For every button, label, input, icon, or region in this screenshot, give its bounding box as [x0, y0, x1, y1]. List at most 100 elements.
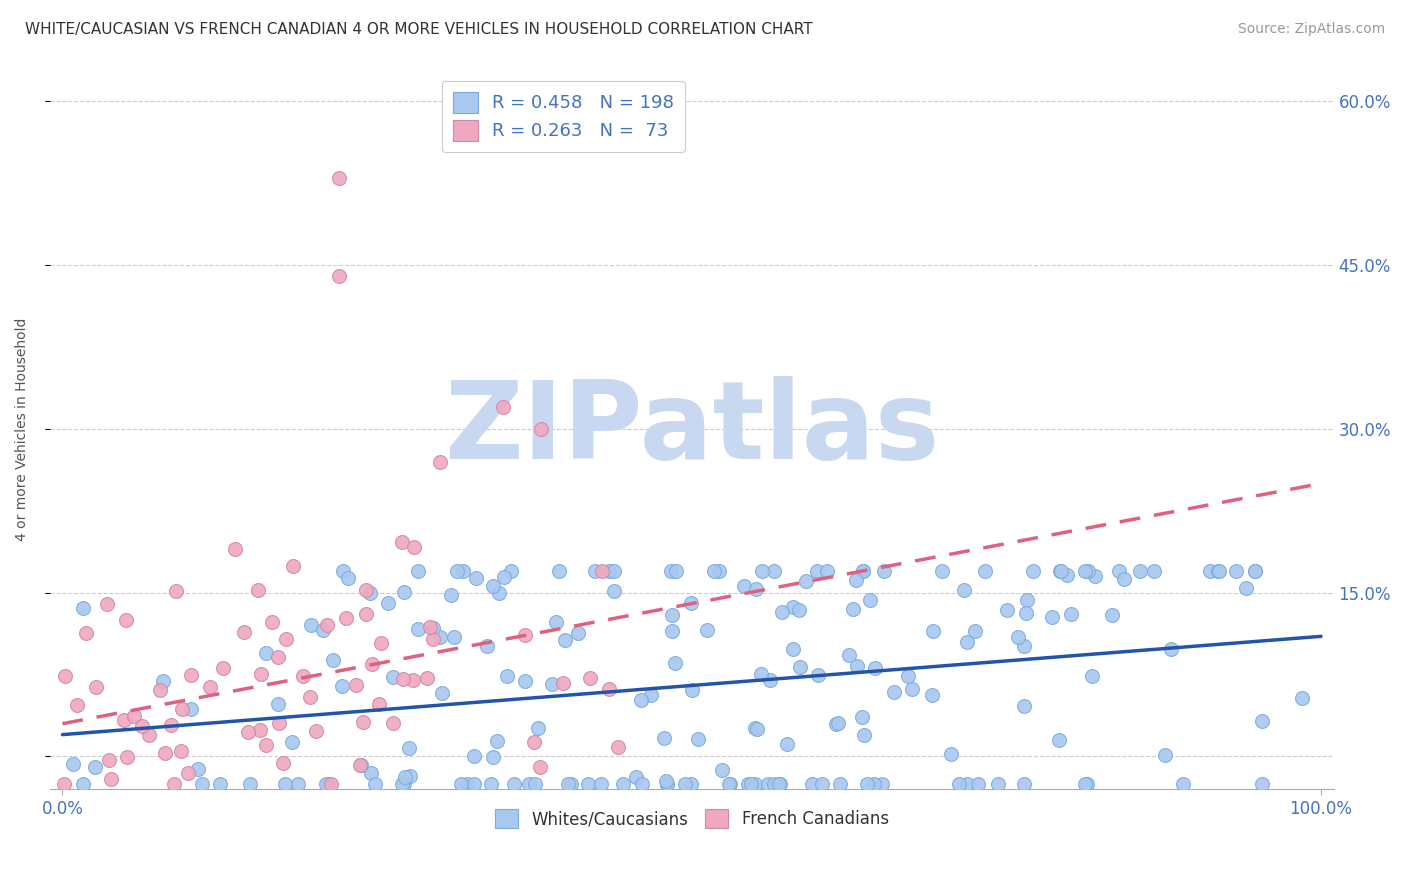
Point — [1234, 581, 1257, 595]
Point — [665, 564, 688, 578]
Point — [416, 671, 439, 685]
Point — [115, 749, 138, 764]
Point — [370, 636, 392, 650]
Point — [406, 622, 429, 636]
Point — [322, 653, 344, 667]
Point — [776, 737, 799, 751]
Point — [1077, 564, 1099, 578]
Point — [356, 607, 378, 621]
Point — [963, 624, 986, 638]
Point — [846, 659, 869, 673]
Point — [451, 564, 474, 578]
Point — [482, 579, 505, 593]
Point — [517, 777, 540, 791]
Point — [1114, 572, 1136, 586]
Text: Source: ZipAtlas.com: Source: ZipAtlas.com — [1237, 22, 1385, 37]
Point — [1012, 639, 1035, 653]
Point — [995, 602, 1018, 616]
Point — [152, 673, 174, 688]
Point — [607, 739, 630, 754]
Point — [897, 669, 920, 683]
Point — [247, 583, 270, 598]
Point — [1173, 777, 1195, 791]
Point — [1015, 607, 1038, 621]
Point — [554, 632, 576, 647]
Point — [751, 564, 773, 578]
Point — [630, 777, 652, 791]
Point — [544, 615, 567, 630]
Point — [579, 671, 602, 685]
Point — [768, 777, 790, 791]
Point — [655, 777, 678, 791]
Point — [782, 642, 804, 657]
Point — [686, 731, 709, 746]
Point — [112, 713, 135, 727]
Point — [187, 762, 209, 776]
Point — [299, 618, 322, 632]
Point — [1084, 569, 1107, 583]
Point — [163, 777, 186, 791]
Point — [863, 777, 886, 791]
Point — [602, 564, 624, 578]
Point — [1012, 777, 1035, 791]
Point — [800, 776, 823, 790]
Point — [523, 735, 546, 749]
Point — [138, 728, 160, 742]
Point — [315, 777, 337, 791]
Point — [131, 719, 153, 733]
Point — [224, 541, 246, 556]
Point — [710, 763, 733, 777]
Point — [332, 564, 354, 578]
Point — [354, 582, 377, 597]
Point — [759, 673, 782, 688]
Point — [328, 170, 350, 185]
Point — [745, 722, 768, 736]
Point — [825, 717, 848, 731]
Point — [744, 721, 766, 735]
Point — [655, 774, 678, 789]
Point — [624, 770, 647, 784]
Point — [155, 746, 177, 760]
Point — [560, 777, 582, 791]
Point — [464, 571, 486, 585]
Point — [745, 582, 768, 597]
Point — [1049, 564, 1071, 578]
Point — [266, 697, 288, 711]
Point — [276, 632, 298, 646]
Point — [443, 630, 465, 644]
Point — [703, 564, 725, 578]
Point — [789, 660, 811, 674]
Point — [377, 596, 399, 610]
Point — [292, 669, 315, 683]
Point — [75, 626, 97, 640]
Point — [177, 765, 200, 780]
Point — [422, 621, 444, 635]
Point — [394, 777, 416, 791]
Point — [1040, 609, 1063, 624]
Point — [828, 777, 851, 791]
Point — [446, 564, 468, 578]
Point — [352, 714, 374, 729]
Point — [482, 749, 505, 764]
Point — [661, 624, 683, 638]
Point — [316, 617, 339, 632]
Point — [249, 667, 271, 681]
Point — [477, 640, 499, 654]
Point — [281, 559, 304, 574]
Point — [212, 661, 235, 675]
Point — [402, 540, 425, 554]
Point — [249, 723, 271, 738]
Point — [463, 777, 485, 791]
Point — [209, 777, 232, 791]
Point — [1101, 607, 1123, 622]
Point — [987, 777, 1010, 791]
Point — [707, 564, 730, 578]
Point — [486, 734, 509, 748]
Point — [1143, 564, 1166, 578]
Point — [494, 570, 516, 584]
Point — [807, 668, 830, 682]
Point — [450, 777, 472, 791]
Point — [1244, 564, 1267, 578]
Point — [456, 777, 478, 791]
Point — [66, 698, 89, 713]
